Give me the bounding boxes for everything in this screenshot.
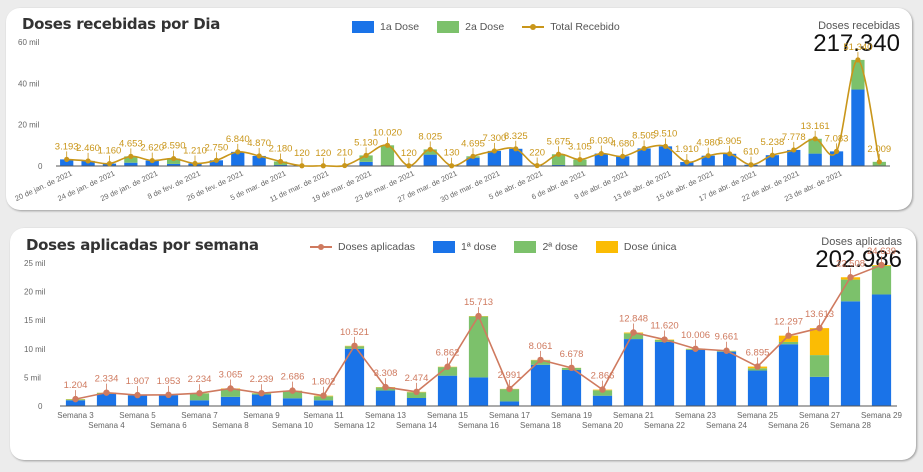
- legend-swatch: [595, 241, 618, 253]
- kpi-value: 202.986: [815, 246, 902, 273]
- legend-item-dose-unica[interactable]: Dose única: [595, 241, 677, 253]
- legend-item-2a-dose[interactable]: 2a Dose: [437, 21, 504, 33]
- kpi-value: 217.340: [813, 30, 900, 57]
- kpi-doses-aplicadas: Doses aplicadas 202.986: [815, 236, 902, 272]
- legend-line-icon: [522, 24, 545, 30]
- chart-legend: 1a Dose 2a Dose Total Recebido: [352, 21, 638, 33]
- legend-swatch: [433, 241, 456, 253]
- legend-label: 2ª dose: [542, 241, 578, 253]
- legend-label: 1ª dose: [461, 241, 497, 253]
- legend-swatch: [514, 241, 537, 253]
- chart-title: Doses recebidas por Dia: [22, 15, 221, 33]
- chart-card-doses-recebidas: Doses recebidas por Dia 1a Dose 2a Dose …: [6, 8, 912, 210]
- legend-item-total-recebido[interactable]: Total Recebido: [522, 21, 620, 33]
- legend-swatch: [352, 21, 374, 33]
- legend-label: Total Recebido: [550, 21, 620, 33]
- legend-label: Dose única: [623, 241, 677, 253]
- legend-label: Doses aplicadas: [338, 241, 416, 253]
- legend-item-2a-dose[interactable]: 2ª dose: [514, 241, 578, 253]
- kpi-label: Doses recebidas: [818, 20, 900, 32]
- legend-label: 1a Dose: [380, 21, 420, 33]
- legend-swatch: [437, 21, 460, 33]
- legend-item-1a-dose[interactable]: 1a Dose: [352, 21, 419, 33]
- legend-item-1a-dose[interactable]: 1ª dose: [433, 241, 496, 253]
- kpi-doses-recebidas: Doses recebidas 217.340: [813, 20, 900, 56]
- kpi-label: Doses aplicadas: [821, 236, 902, 248]
- legend-line-icon: [310, 244, 332, 250]
- chart-card-doses-aplicadas: Doses aplicadas por semana Doses aplicad…: [10, 228, 916, 460]
- legend-item-doses-aplicadas[interactable]: Doses aplicadas: [310, 241, 415, 253]
- chart-title: Doses aplicadas por semana: [26, 236, 259, 254]
- chart-legend: Doses aplicadas 1ª dose 2ª dose Dose úni…: [310, 241, 694, 253]
- legend-label: 2a Dose: [465, 21, 505, 33]
